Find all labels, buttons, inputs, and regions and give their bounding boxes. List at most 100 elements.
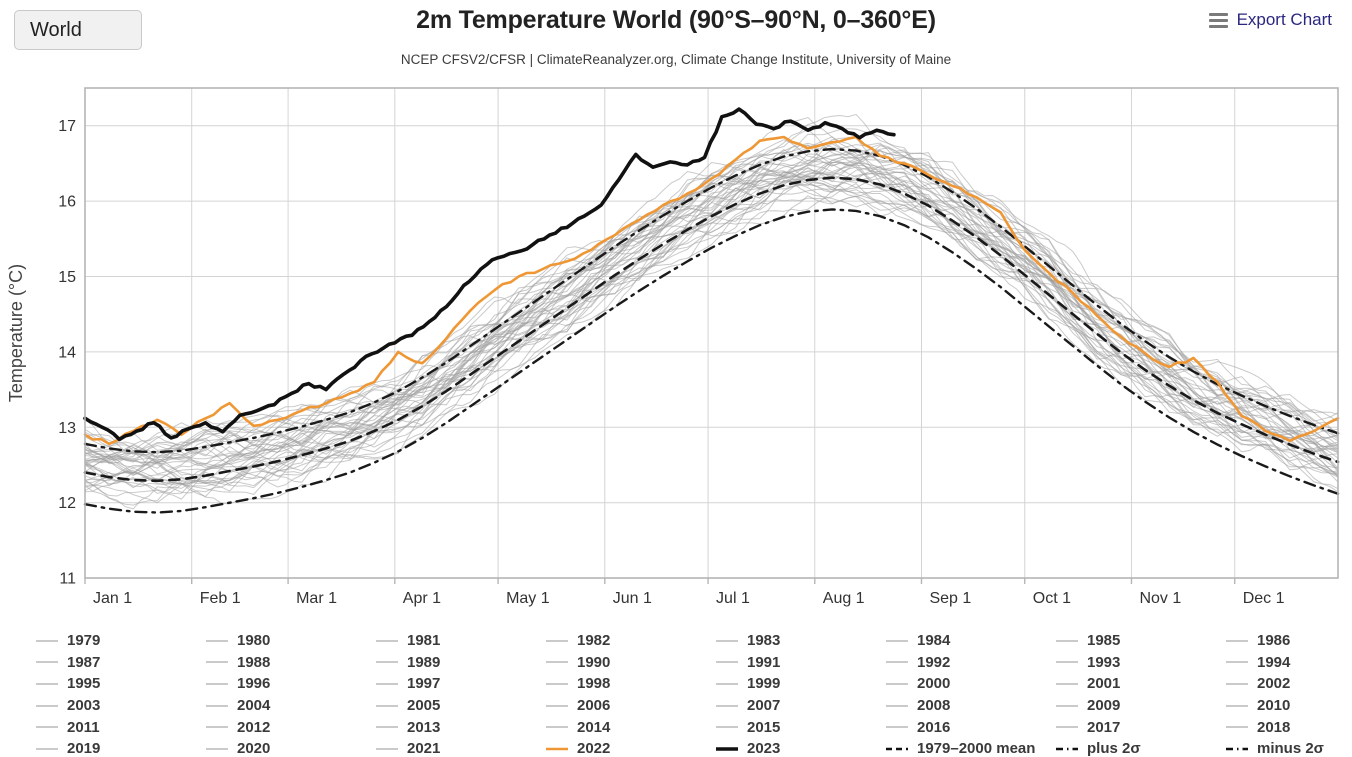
- legend-item-2002[interactable]: 2002: [1225, 673, 1352, 695]
- legend-swatch-year: [36, 639, 58, 642]
- legend-item-1998[interactable]: 1998: [545, 673, 715, 695]
- legend-item-2005[interactable]: 2005: [375, 695, 545, 717]
- legend-item-1994[interactable]: 1994: [1225, 652, 1352, 674]
- legend-item-1991[interactable]: 1991: [715, 652, 885, 674]
- legend-swatch-year: [206, 639, 228, 642]
- x-tick-label: Aug 1: [823, 590, 865, 607]
- year-line-2006: [84, 158, 1339, 464]
- legend-swatch-mean: [886, 747, 908, 751]
- legend-swatch-year: [376, 726, 398, 728]
- legend-item-1984[interactable]: 1984: [885, 630, 1055, 652]
- legend-swatch-year: [376, 683, 398, 685]
- legend-item-2010[interactable]: 2010: [1225, 695, 1352, 717]
- legend-item-2009[interactable]: 2009: [1055, 695, 1225, 717]
- y-tick-label: 14: [58, 344, 76, 361]
- legend-label: 2003: [67, 697, 101, 715]
- legend-item-1993[interactable]: 1993: [1055, 652, 1225, 674]
- x-tick-label: Jun 1: [613, 590, 652, 607]
- legend-item-1987[interactable]: 1987: [35, 652, 205, 674]
- legend-swatch-year: [886, 661, 908, 664]
- legend-item-plus-2σ[interactable]: plus 2σ: [1055, 738, 1225, 757]
- legend-item-2021[interactable]: 2021: [375, 738, 545, 757]
- legend-swatch-year: [36, 683, 58, 685]
- legend-item-2011[interactable]: 2011: [35, 716, 205, 738]
- x-tick-label: Feb 1: [200, 590, 241, 607]
- legend-swatch-year: [1056, 661, 1078, 664]
- legend-label: 1984: [917, 632, 951, 650]
- legend-item-1992[interactable]: 1992: [885, 652, 1055, 674]
- legend-swatch-year: [1226, 726, 1248, 728]
- legend-label: 2019: [67, 740, 101, 757]
- legend-label: 1982: [577, 632, 611, 650]
- legend-item-2007[interactable]: 2007: [715, 695, 885, 717]
- legend-label: 2001: [1087, 675, 1121, 693]
- legend-item-2008[interactable]: 2008: [885, 695, 1055, 717]
- legend-item-2014[interactable]: 2014: [545, 716, 715, 738]
- legend-item-2017[interactable]: 2017: [1055, 716, 1225, 738]
- legend-item-2000[interactable]: 2000: [885, 673, 1055, 695]
- year-line-1994: [84, 162, 1339, 482]
- legend-item-2013[interactable]: 2013: [375, 716, 545, 738]
- legend-label: 2015: [747, 718, 781, 736]
- legend-label: 2007: [747, 697, 781, 715]
- axis-labels: 11 12 13 14 15 16 17 Jan 1 Feb 1 Mar 1 Apr 1 May 1 J…: [58, 118, 1284, 607]
- legend-item-2023[interactable]: 2023: [715, 738, 885, 757]
- legend-item-2003[interactable]: 2003: [35, 695, 205, 717]
- legend-item-1983[interactable]: 1983: [715, 630, 885, 652]
- region-selector[interactable]: World: [14, 10, 142, 50]
- legend-item-1997[interactable]: 1997: [375, 673, 545, 695]
- year-line-1993: [84, 166, 1339, 485]
- legend-item-1982[interactable]: 1982: [545, 630, 715, 652]
- x-tick-label: Dec 1: [1243, 590, 1285, 607]
- legend-item-1995[interactable]: 1995: [35, 673, 205, 695]
- legend-label: 2000: [917, 675, 951, 693]
- legend-item-1979[interactable]: 1979: [35, 630, 205, 652]
- series-line-year-2023: [83, 107, 896, 442]
- legend-item-2006[interactable]: 2006: [545, 695, 715, 717]
- legend-item-2016[interactable]: 2016: [885, 716, 1055, 738]
- legend-label: 2020: [237, 740, 271, 757]
- legend-swatch-year: [1056, 704, 1078, 707]
- legend-item-1990[interactable]: 1990: [545, 652, 715, 674]
- legend-swatch-year: [1226, 639, 1248, 642]
- legend-item-1980[interactable]: 1980: [205, 630, 375, 652]
- legend-label: 1987: [67, 653, 101, 671]
- legend-label: 1990: [577, 653, 611, 671]
- legend-item-1988[interactable]: 1988: [205, 652, 375, 674]
- year-line-2001: [84, 149, 1339, 464]
- x-tick-label: Mar 1: [296, 590, 337, 607]
- x-tick-label: Oct 1: [1033, 590, 1071, 607]
- legend-item-1996[interactable]: 1996: [205, 673, 375, 695]
- legend-label: 2016: [917, 718, 951, 736]
- legend-item-2020[interactable]: 2020: [205, 738, 375, 757]
- legend-swatch-y2023: [716, 746, 738, 751]
- legend-swatch-year: [376, 747, 398, 750]
- legend-item-2019[interactable]: 2019: [35, 738, 205, 757]
- legend-item-2022[interactable]: 2022: [545, 738, 715, 757]
- legend-item-2012[interactable]: 2012: [205, 716, 375, 738]
- legend-item-2004[interactable]: 2004: [205, 695, 375, 717]
- legend-item-1981[interactable]: 1981: [375, 630, 545, 652]
- legend-label: 1989: [407, 653, 441, 671]
- legend-label: 1997: [407, 675, 441, 693]
- legend-label: 2021: [407, 740, 441, 757]
- legend-item-1986[interactable]: 1986: [1225, 630, 1352, 652]
- legend-item-2001[interactable]: 2001: [1055, 673, 1225, 695]
- legend-item-2015[interactable]: 2015: [715, 716, 885, 738]
- legend-swatch-year: [716, 639, 738, 642]
- export-chart-button[interactable]: Export Chart: [1208, 10, 1332, 30]
- legend-label: 2011: [67, 718, 100, 736]
- legend-item-1985[interactable]: 1985: [1055, 630, 1225, 652]
- y-tick-label: 13: [58, 420, 76, 437]
- legend-swatch-year: [206, 747, 228, 750]
- legend-item-1989[interactable]: 1989: [375, 652, 545, 674]
- legend-item-1979-2000-mean[interactable]: 1979–2000 mean: [885, 738, 1055, 757]
- legend-label: 2008: [917, 697, 951, 715]
- legend-swatch-y2022: [546, 747, 568, 751]
- legend-label: 1986: [1257, 632, 1291, 650]
- legend-label: 2013: [407, 718, 441, 736]
- legend-item-1999[interactable]: 1999: [715, 673, 885, 695]
- legend-item-2018[interactable]: 2018: [1225, 716, 1352, 738]
- year-line-2021: [84, 116, 1339, 452]
- legend-item-minus-2σ[interactable]: minus 2σ: [1225, 738, 1352, 757]
